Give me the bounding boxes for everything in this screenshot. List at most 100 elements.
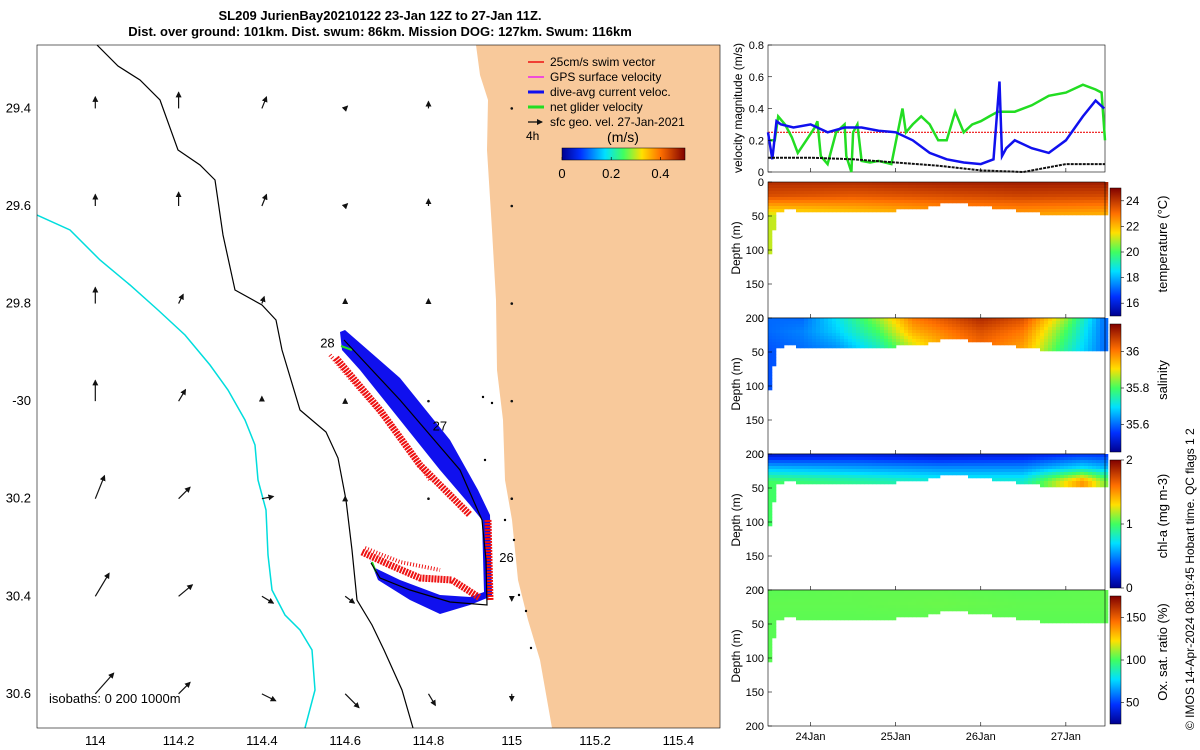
profile-cell [984,463,989,467]
profile-cell [788,614,793,618]
profile-cell [984,182,989,186]
profile-cell [828,209,833,213]
profile-colorbar-tick-label: 50 [1126,696,1140,710]
profile-cell [968,469,973,473]
profile-cell [872,478,877,482]
profile-cell [1056,318,1061,322]
profile-cell [912,454,917,458]
profile-cell [1048,481,1053,485]
profile-cell [920,200,925,204]
profile-cell [928,460,933,464]
profile-cell [964,469,969,473]
profile-cell [1016,463,1021,467]
profile-cell [996,475,1001,479]
profile-cell [948,605,953,609]
profile-cell [876,197,881,201]
profile-cell [788,466,793,470]
profile-cell [836,206,841,210]
profile-cell [816,466,821,470]
profile-cell [768,469,773,473]
profile-cell [1000,327,1005,331]
profile-cell [796,191,801,195]
profile-cell [1028,605,1033,609]
profile-cell [1048,466,1053,470]
profile-cell [836,191,841,195]
profile-cell [972,469,977,473]
profile-cell [796,481,801,485]
profile-cell [976,324,981,328]
profile-cell [972,466,977,470]
profile-cell [1044,203,1049,207]
profile-cell [1096,484,1101,488]
profile-cell [1092,602,1097,606]
profile-cell [776,590,781,594]
profile-cell [896,339,901,343]
profile-cell [800,463,805,467]
profile-cell [808,182,813,186]
profile-cell [1040,608,1045,612]
profile-cell [936,339,941,343]
profile-cell [768,369,773,373]
profile-y-tick-label: 200 [746,313,764,325]
profile-cell [872,318,877,322]
profile-cell [912,182,917,186]
profile-cell [1008,608,1013,612]
profile-colorbar-tick-label: 36 [1126,344,1140,358]
profile-cell [916,602,921,606]
profile-cell [1076,324,1081,328]
profile-cell [856,197,861,201]
profile-cell [784,188,789,192]
profile-cell [792,330,797,334]
profile-cell [1044,200,1049,204]
profile-cell [920,596,925,600]
profile-cell [908,324,913,328]
profile-cell [984,611,989,615]
profile-cell [932,330,937,334]
profile-cell [1096,593,1101,597]
profile-cell [844,463,849,467]
profile-cell [860,327,865,331]
profile-cell [980,339,985,343]
profile-cell [1036,209,1041,213]
profile-cell [1012,200,1017,204]
profile-cell [1040,321,1045,325]
profile-cell [788,197,793,201]
profile-cell [1092,605,1097,609]
profile-cell [1060,206,1065,210]
profile-cell [772,496,777,500]
profile-cell [1020,324,1025,328]
day-label: 28 [320,335,334,350]
profile-cell [880,333,885,337]
profile-cell [880,200,885,204]
profile-cell [1028,324,1033,328]
profile-cell [780,339,785,343]
profile-cell [856,593,861,597]
profile-cell [968,605,973,609]
profile-cell [992,330,997,334]
profile-cell [952,596,957,600]
profile-cell [1016,617,1021,621]
profile-cell [1032,466,1037,470]
profile-cell [832,330,837,334]
profile-cell [904,203,909,207]
profile-cell [924,475,929,479]
profile-colorbar-tick-label: 22 [1126,219,1140,233]
profile-cell [796,188,801,192]
profile-cell [844,469,849,473]
profile-cell [912,200,917,204]
profile-cell [800,599,805,603]
profile-cell [812,206,817,210]
profile-cell [996,454,1001,458]
profile-cell [812,460,817,464]
profile-cell [1032,608,1037,612]
profile-cell [788,194,793,198]
profile-cell [816,605,821,609]
profile-cell [992,327,997,331]
profile-cell [960,460,965,464]
sfc-vector [510,399,514,403]
profile-cell [992,599,997,603]
profile-cell [772,324,777,328]
profile-cell [936,188,941,192]
